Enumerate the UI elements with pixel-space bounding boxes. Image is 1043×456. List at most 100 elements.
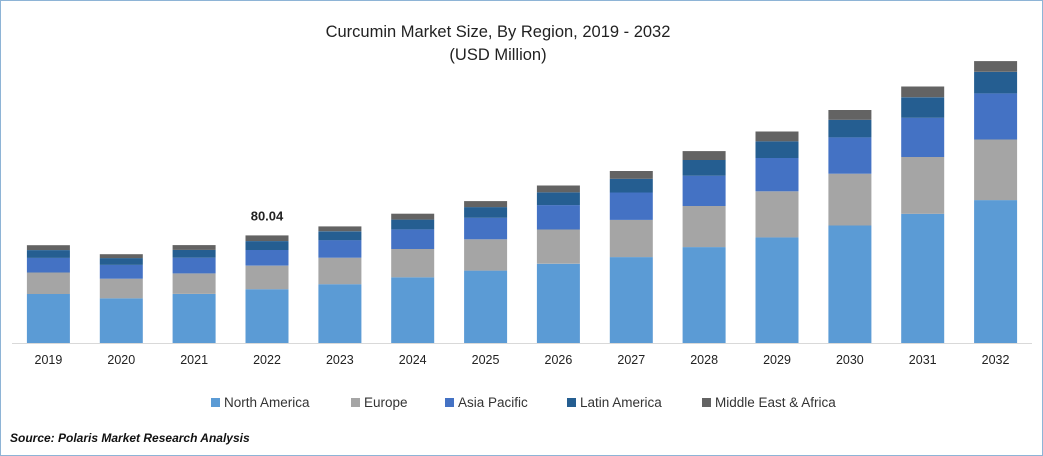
chart-title-line1: Curcumin Market Size, By Region, 2019 - … xyxy=(325,23,671,41)
legend-swatch xyxy=(445,398,454,407)
x-tick-label-2020: 2020 xyxy=(107,353,135,367)
bar-2020-latin-america xyxy=(99,258,143,265)
x-tick-label-2031: 2031 xyxy=(909,353,937,367)
bar-2024-asia-pacific xyxy=(391,229,435,249)
chart-legend: North America Europe Asia Pacific Latin Ame… xyxy=(1,395,1042,413)
bar-2026-middle-east-africa xyxy=(536,185,580,193)
bar-2019-latin-america xyxy=(26,250,70,258)
bar-2021-north-america xyxy=(172,294,216,343)
bar-2022-latin-america xyxy=(245,241,289,250)
legend-label: North America xyxy=(224,395,310,410)
bar-2027-asia-pacific xyxy=(609,192,653,220)
bar-2025-asia-pacific xyxy=(464,217,508,240)
bar-2019-asia-pacific xyxy=(26,257,70,273)
bar-2024-europe xyxy=(391,249,435,278)
bar-2031-latin-america xyxy=(901,97,945,118)
bar-2028-north-america xyxy=(682,247,726,343)
data-label-2022: 80.04 xyxy=(251,208,284,223)
chart-title-line2: (USD Million) xyxy=(449,46,547,64)
bar-2027-middle-east-africa xyxy=(609,171,653,179)
bar-2023-asia-pacific xyxy=(318,240,362,258)
bar-2026-north-america xyxy=(536,263,580,343)
bar-2029-asia-pacific xyxy=(755,158,799,192)
bar-2022-europe xyxy=(245,265,289,290)
x-tick-label-2026: 2026 xyxy=(545,353,573,367)
bar-2019-europe xyxy=(26,272,70,294)
bar-2032-middle-east-africa xyxy=(974,61,1018,72)
bar-2022-asia-pacific xyxy=(245,249,289,266)
bar-2021-asia-pacific xyxy=(172,257,216,274)
bar-2029-latin-america xyxy=(755,141,799,158)
legend-swatch xyxy=(567,398,576,407)
legend-item-middle-east-africa: Middle East & Africa xyxy=(702,395,836,410)
source-note: Source: Polaris Market Research Analysis xyxy=(10,431,250,445)
legend-swatch xyxy=(211,398,220,407)
bar-2032-asia-pacific xyxy=(974,93,1018,140)
x-tick-label-2024: 2024 xyxy=(399,353,427,367)
bar-2027-latin-america xyxy=(609,178,653,193)
legend-item-latin-america: Latin America xyxy=(567,395,662,410)
bar-2020-north-america xyxy=(99,298,143,343)
bar-2025-latin-america xyxy=(464,207,508,218)
legend-swatch xyxy=(351,398,360,407)
x-tick-label-2030: 2030 xyxy=(836,353,864,367)
bar-2021-middle-east-africa xyxy=(172,245,216,250)
bar-2023-europe xyxy=(318,257,362,285)
bar-2022-middle-east-africa xyxy=(245,235,289,241)
bar-2026-asia-pacific xyxy=(536,205,580,230)
bar-2031-north-america xyxy=(901,213,945,343)
chart-title: Curcumin Market Size, By Region, 2019 - … xyxy=(1,21,995,67)
x-tick-label-2021: 2021 xyxy=(180,353,208,367)
bar-2032-latin-america xyxy=(974,71,1018,94)
bar-2029-middle-east-africa xyxy=(755,131,799,142)
legend-label: Latin America xyxy=(580,395,662,410)
legend-item-north-america: North America xyxy=(211,395,310,410)
bar-2025-middle-east-africa xyxy=(464,201,508,208)
bar-2028-middle-east-africa xyxy=(682,151,726,160)
bar-2023-latin-america xyxy=(318,231,362,241)
bar-2023-middle-east-africa xyxy=(318,226,362,232)
bar-2025-north-america xyxy=(464,270,508,343)
bar-2030-asia-pacific xyxy=(828,137,872,174)
bar-2028-asia-pacific xyxy=(682,175,726,206)
legend-label: Asia Pacific xyxy=(458,395,528,410)
x-tick-label-2032: 2032 xyxy=(982,353,1010,367)
legend-swatch xyxy=(702,398,711,407)
bar-2019-north-america xyxy=(26,294,70,343)
bar-2024-latin-america xyxy=(391,219,435,230)
x-tick-label-2027: 2027 xyxy=(617,353,645,367)
legend-item-asia-pacific: Asia Pacific xyxy=(445,395,528,410)
legend-item-europe: Europe xyxy=(351,395,408,410)
bar-2022-north-america xyxy=(245,289,289,343)
bar-2020-middle-east-africa xyxy=(99,254,143,259)
bar-2027-europe xyxy=(609,219,653,258)
bar-2030-europe xyxy=(828,173,872,226)
bar-2032-north-america xyxy=(974,200,1018,343)
bar-2024-north-america xyxy=(391,277,435,343)
bar-2021-europe xyxy=(172,273,216,294)
bar-2026-europe xyxy=(536,229,580,264)
bar-2029-north-america xyxy=(755,237,799,343)
x-tick-label-2019: 2019 xyxy=(35,353,63,367)
x-tick-label-2025: 2025 xyxy=(472,353,500,367)
bar-2024-middle-east-africa xyxy=(391,213,435,220)
legend-label: Europe xyxy=(364,395,408,410)
bar-2030-north-america xyxy=(828,225,872,343)
bar-2023-north-america xyxy=(318,284,362,343)
bar-2020-europe xyxy=(99,278,143,299)
bar-2020-asia-pacific xyxy=(99,265,143,279)
bar-2030-latin-america xyxy=(828,119,872,138)
x-tick-label-2029: 2029 xyxy=(763,353,791,367)
bar-2028-latin-america xyxy=(682,160,726,176)
bar-2025-europe xyxy=(464,239,508,271)
stacked-bar-chart: 2019 2020 2021 2022 2023 2024 2025 2026 2027 2028… xyxy=(12,61,1032,367)
bar-2032-europe xyxy=(974,139,1018,201)
x-tick-label-2022: 2022 xyxy=(253,353,281,367)
bar-2031-europe xyxy=(901,157,945,214)
bar-2029-europe xyxy=(755,191,799,238)
bar-2031-middle-east-africa xyxy=(901,86,945,98)
bar-2027-north-america xyxy=(609,257,653,343)
bar-2019-middle-east-africa xyxy=(26,245,70,250)
bar-2026-latin-america xyxy=(536,192,580,206)
